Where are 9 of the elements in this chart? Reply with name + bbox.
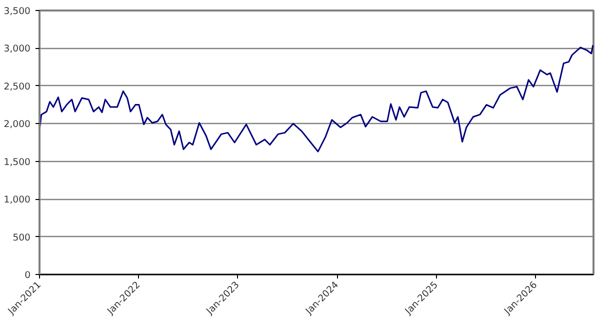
- y-tick-label: 500: [12, 232, 31, 244]
- y-tick-label: 2,000: [4, 119, 31, 130]
- y-tick-label: 2,500: [4, 81, 31, 92]
- y-tick-label: 0: [24, 270, 31, 281]
- y-tick-label: 1,500: [4, 156, 31, 168]
- y-tick-label: 3,500: [4, 6, 31, 17]
- y-tick-label: 3,000: [4, 44, 31, 55]
- line-series: [40, 44, 594, 152]
- y-tick-label: 1,000: [4, 194, 31, 206]
